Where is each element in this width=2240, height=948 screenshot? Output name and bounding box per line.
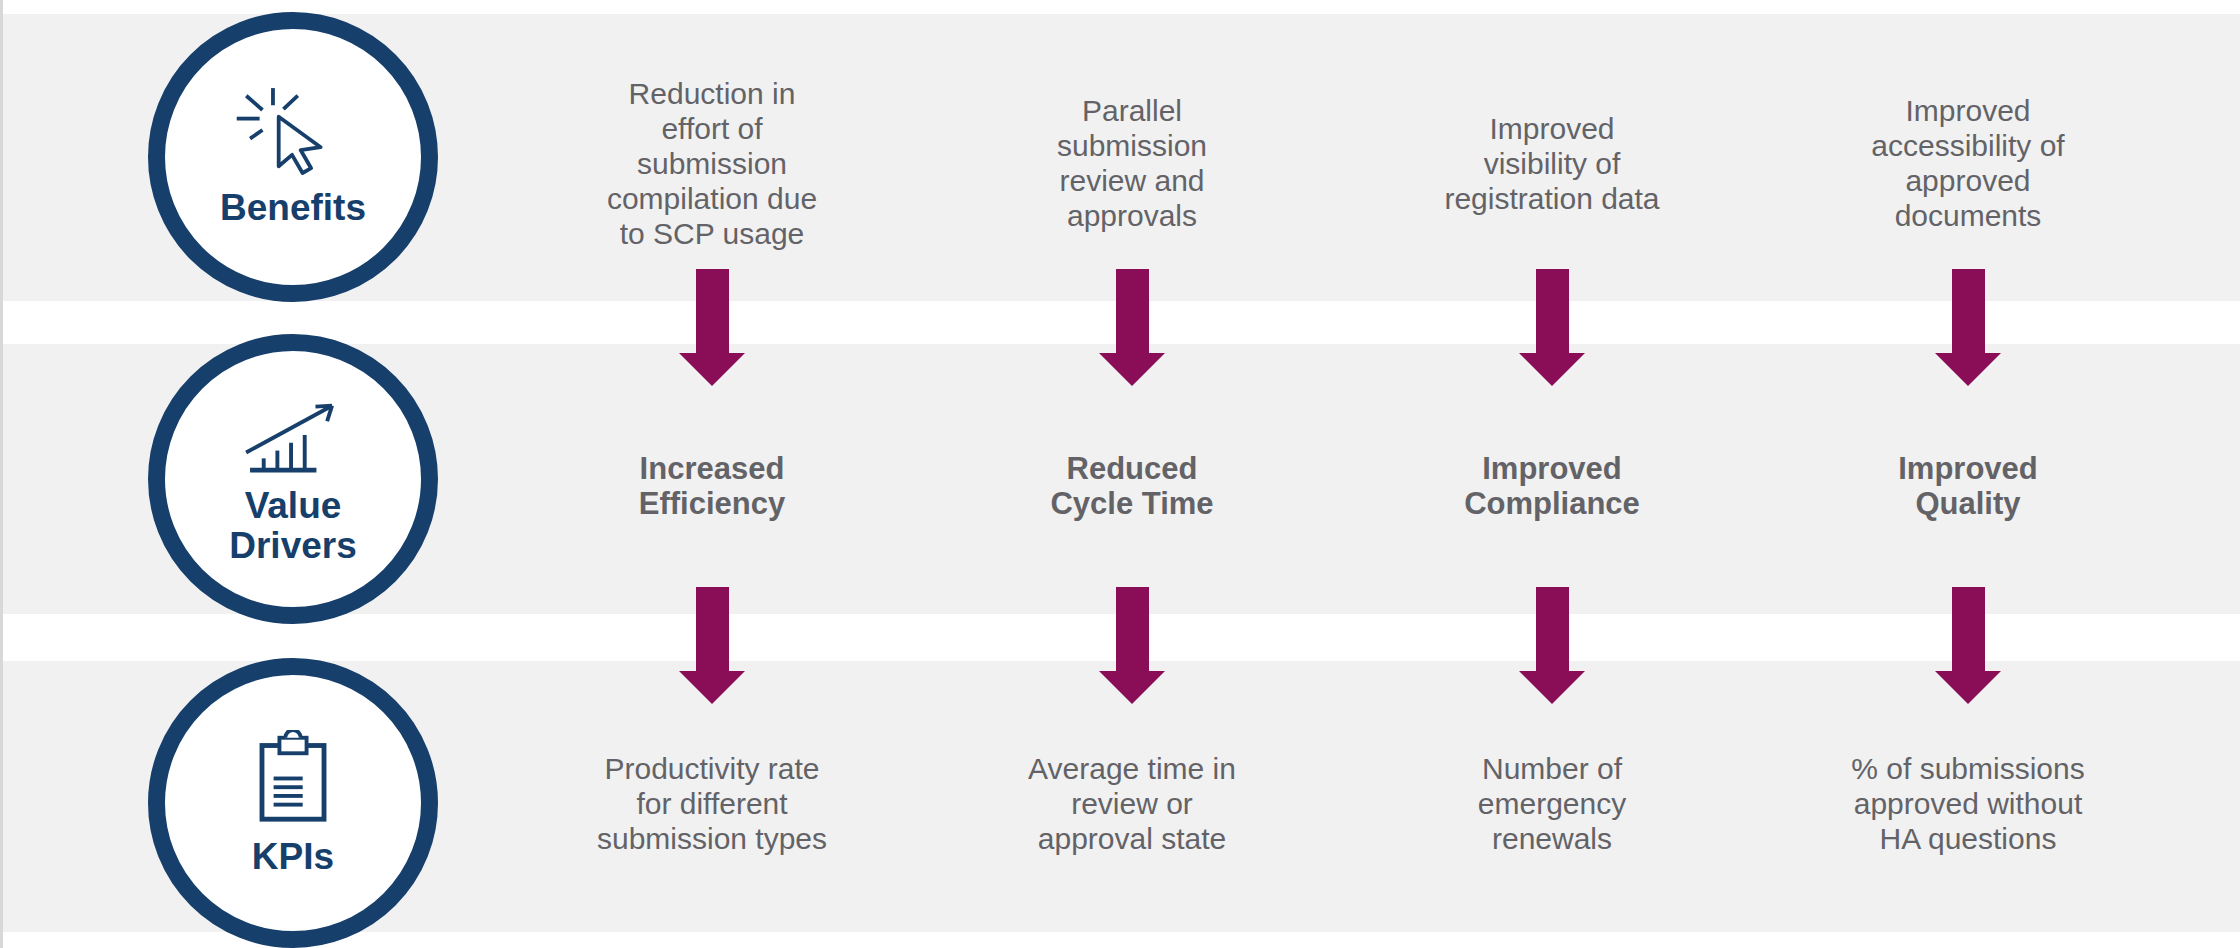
down-arrow — [1935, 587, 2001, 704]
value-driver-text-col4: Improved Quality — [1898, 451, 2038, 521]
benefit-text-col4: Improved accessibility of approved docum… — [1871, 93, 2064, 233]
slide-canvas: Benefits Value Drivers — [0, 0, 2240, 948]
value-drivers-label: Value Drivers — [229, 486, 357, 566]
clipboard-icon — [257, 730, 329, 829]
down-arrow — [1099, 269, 1165, 386]
cursor-click-icon — [231, 86, 355, 180]
kpis-badge: KPIs — [148, 658, 438, 948]
kpi-text-col3: Number of emergency renewals — [1478, 751, 1626, 856]
down-arrow — [679, 269, 745, 386]
kpi-text-col1: Productivity rate for different submissi… — [597, 751, 827, 856]
down-arrow — [1519, 587, 1585, 704]
benefit-text-col3: Improved visibility of registration data — [1444, 111, 1659, 216]
benefit-text-col2: Parallel submission review and approvals — [1057, 93, 1207, 233]
down-arrow — [679, 587, 745, 704]
left-edge-line — [0, 0, 3, 948]
growth-chart-icon — [243, 392, 343, 478]
down-arrow — [1519, 269, 1585, 386]
kpi-text-col2: Average time in review or approval state — [1028, 751, 1236, 856]
down-arrow — [1935, 269, 2001, 386]
value-driver-text-col3: Improved Compliance — [1464, 451, 1640, 521]
down-arrow — [1099, 587, 1165, 704]
value-driver-text-col2: Reduced Cycle Time — [1050, 451, 1213, 521]
kpi-text-col4: % of submissions approved without HA que… — [1851, 751, 2084, 856]
value-driver-text-col1: Increased Efficiency — [639, 451, 785, 521]
benefits-label: Benefits — [220, 188, 366, 228]
benefits-badge: Benefits — [148, 12, 438, 302]
value-drivers-badge: Value Drivers — [148, 334, 438, 624]
kpis-label: KPIs — [252, 837, 334, 877]
benefit-text-col1: Reduction in effort of submission compil… — [607, 76, 817, 251]
